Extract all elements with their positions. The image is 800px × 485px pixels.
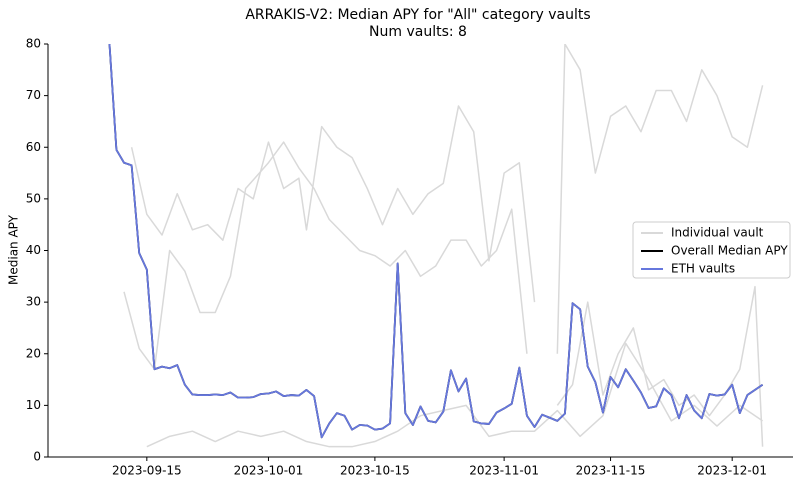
legend-label: ETH vaults [671, 262, 735, 276]
y-tick-label: 10 [26, 398, 41, 412]
x-tick-label: 2023-11-15 [576, 464, 646, 478]
vault-line [123, 141, 528, 370]
y-tick-label: 70 [26, 88, 41, 102]
series-line [108, 44, 764, 439]
vault-line [146, 342, 764, 448]
y-tick-label: 80 [26, 37, 41, 51]
legend-box [632, 221, 791, 279]
chart-title: ARRAKIS-V2: Median APY for "All" categor… [245, 7, 590, 23]
x-tick-label: 2023-10-15 [340, 464, 410, 478]
vault-line [556, 285, 764, 447]
y-tick-label: 20 [26, 346, 41, 360]
vault-line [556, 44, 764, 354]
x-tick-label: 2023-12-01 [697, 464, 767, 478]
y-tick-label: 60 [26, 140, 41, 154]
legend-label: Overall Median APY [671, 244, 788, 258]
y-axis-label: Median APY [7, 214, 21, 285]
vault-line [130, 105, 536, 303]
x-tick-label: 2023-11-01 [469, 464, 539, 478]
y-tick-label: 50 [26, 191, 41, 205]
x-tick-label: 2023-09-15 [112, 464, 182, 478]
legend-label: Individual vault [671, 226, 764, 240]
y-tick-label: 30 [26, 295, 41, 309]
y-tick-label: 40 [26, 243, 41, 257]
chart-subtitle: Num vaults: 8 [369, 24, 467, 40]
x-tick-label: 2023-10-01 [234, 464, 304, 478]
y-tick-label: 0 [33, 450, 41, 464]
plot-area [108, 44, 764, 448]
